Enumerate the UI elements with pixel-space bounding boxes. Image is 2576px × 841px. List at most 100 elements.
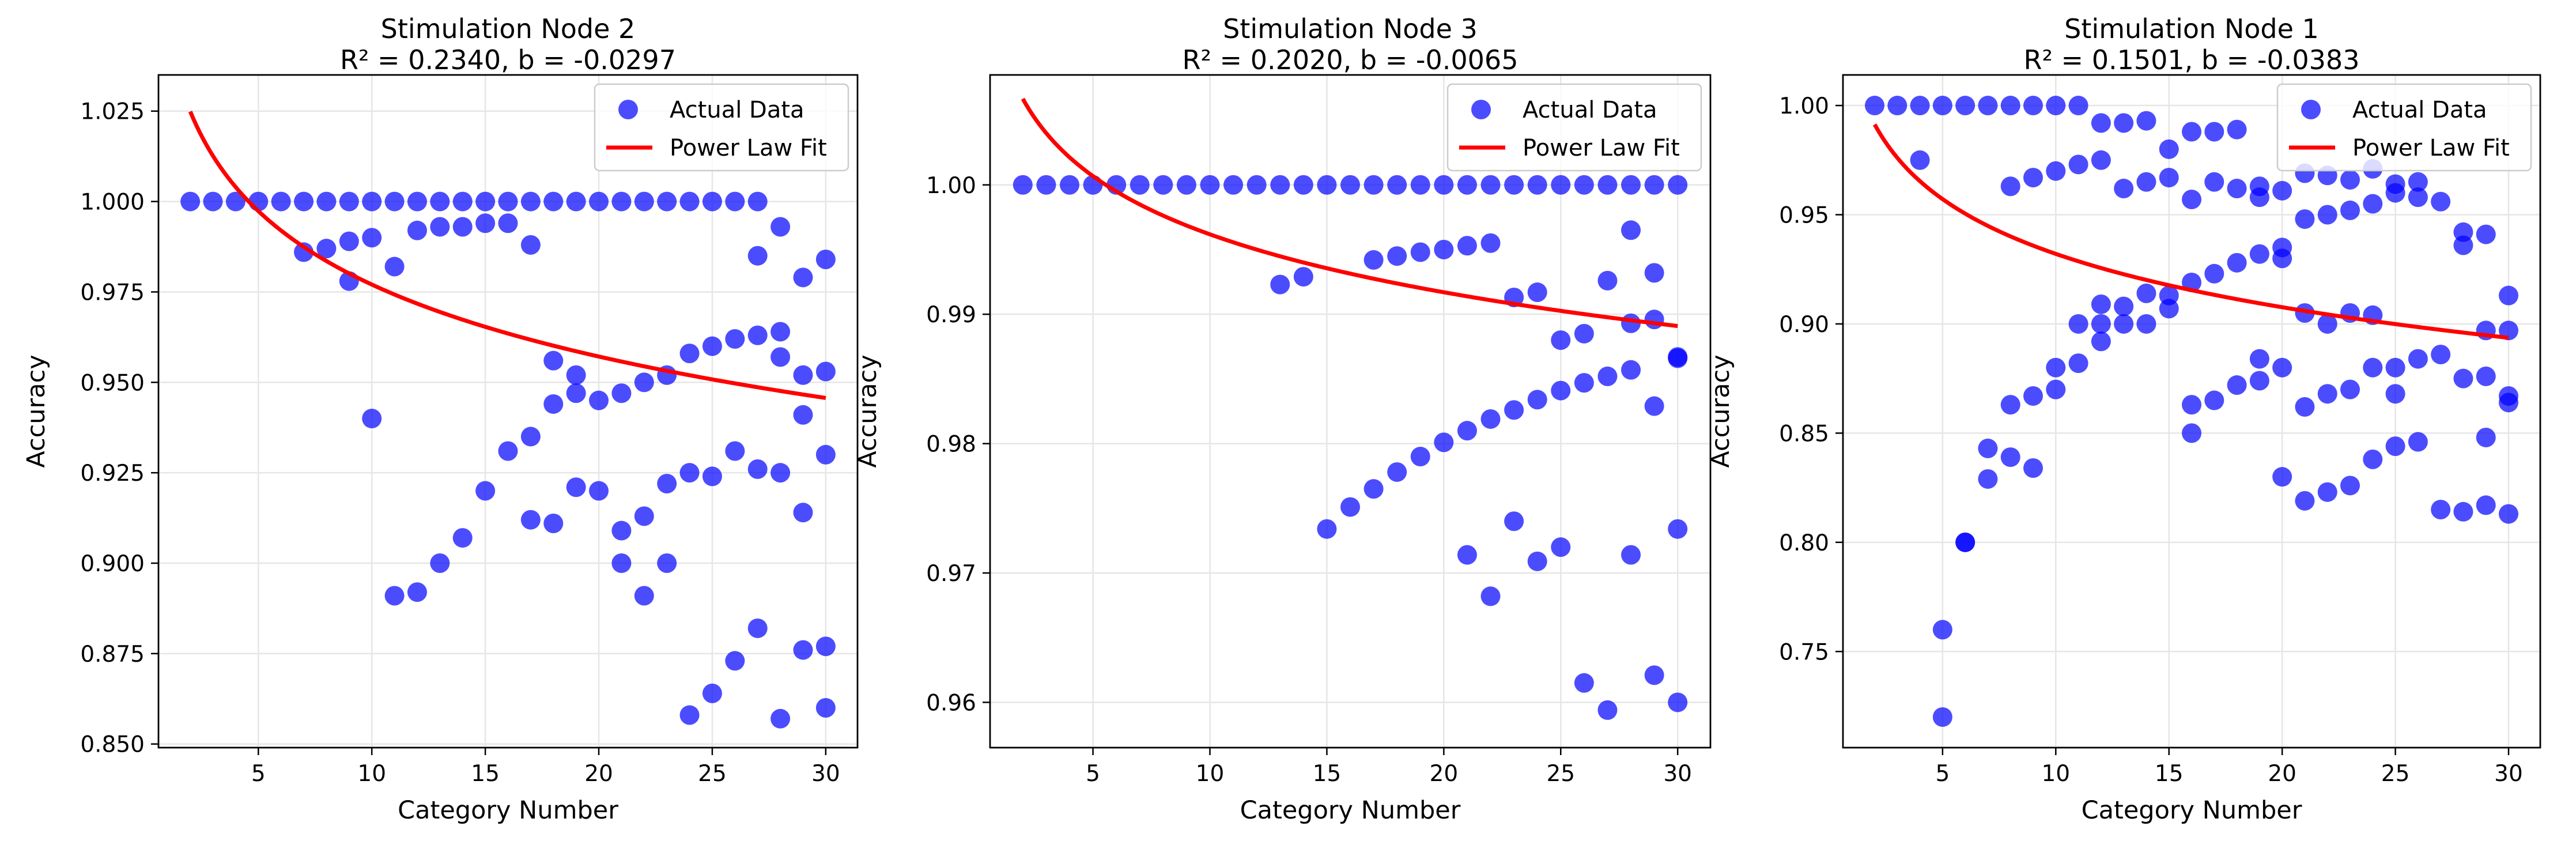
data-point [1036, 175, 1056, 195]
data-point [679, 344, 700, 364]
data-point [1597, 175, 1618, 195]
data-point [2068, 353, 2088, 374]
x-tick-label: 20 [1430, 761, 1459, 787]
data-point [1865, 96, 1884, 116]
legend-marker-actual [1471, 100, 1491, 119]
data-point [1978, 469, 1998, 489]
data-point [1621, 220, 1641, 240]
legend: Actual Data Power Law Fit [1446, 83, 1702, 172]
x-axis-label: Category Number [1240, 796, 1461, 825]
data-point [2182, 423, 2201, 443]
data-point [1527, 282, 1547, 303]
data-point [1932, 707, 1952, 727]
data-point [2000, 176, 2020, 197]
y-tick-label: 0.98 [926, 432, 976, 458]
data-point [1644, 263, 1664, 283]
data-point [2046, 379, 2066, 399]
data-point [725, 329, 745, 349]
data-point [679, 463, 700, 483]
data-point [2159, 299, 2179, 319]
data-point [2317, 205, 2337, 225]
subplot-subtitle: R² = 0.2340, b = -0.0297 [340, 44, 676, 76]
data-point [2136, 111, 2156, 131]
scatter-points [1865, 96, 2518, 727]
data-point [815, 444, 836, 465]
x-tick-label: 15 [471, 761, 500, 787]
data-point [611, 191, 632, 212]
data-point [725, 441, 745, 461]
data-point [1955, 532, 1976, 552]
data-point [2431, 344, 2451, 364]
data-point [2046, 96, 2066, 116]
data-point [2385, 183, 2405, 203]
data-point [566, 365, 586, 385]
x-tick-label: 10 [1196, 761, 1225, 787]
y-tick-label: 0.875 [80, 642, 145, 667]
data-point [2408, 349, 2428, 369]
y-tick-label: 0.80 [1779, 530, 1829, 556]
axes-frame [989, 74, 1712, 749]
legend-label-fit: Power Law Fit [670, 135, 827, 161]
data-point [1574, 175, 1594, 195]
data-point [2159, 168, 2179, 188]
data-point [452, 528, 473, 548]
data-point [770, 217, 791, 237]
y-tick-label: 1.00 [926, 173, 976, 199]
data-point [430, 217, 450, 237]
data-point [1621, 545, 1641, 565]
y-tick-label: 0.75 [1779, 639, 1829, 665]
data-point [1887, 96, 1908, 116]
data-point [2499, 285, 2518, 306]
data-point [520, 510, 541, 530]
data-point [2204, 122, 2224, 142]
data-point [2317, 384, 2337, 404]
data-point [1363, 175, 1384, 195]
data-point [180, 191, 201, 212]
data-point [2023, 458, 2043, 478]
data-point [271, 191, 291, 212]
y-tick-label: 0.97 [926, 561, 976, 587]
data-point [815, 636, 836, 657]
data-point [1597, 366, 1618, 386]
data-point [1574, 673, 1594, 693]
data-point [2091, 294, 2111, 314]
legend-box [2276, 83, 2532, 172]
data-point [1644, 310, 1664, 330]
data-point [725, 191, 745, 212]
data-point [2363, 449, 2383, 469]
x-axis-label: Category Number [398, 796, 618, 825]
data-point [2000, 96, 2020, 116]
y-tick-label: 0.99 [926, 302, 976, 328]
data-point [2249, 187, 2269, 208]
data-point [2340, 169, 2360, 190]
data-point [679, 191, 700, 212]
data-point [2182, 122, 2201, 142]
data-point [362, 228, 382, 248]
data-point [1597, 270, 1618, 291]
data-point [2317, 314, 2337, 334]
data-point [1574, 373, 1594, 393]
data-point [384, 191, 405, 212]
data-point [702, 683, 722, 703]
data-point [2499, 393, 2518, 413]
data-point [1527, 390, 1547, 410]
y-tick-label: 1.000 [80, 190, 145, 216]
data-point [2385, 357, 2405, 378]
data-point [1457, 545, 1477, 565]
data-point [1480, 409, 1501, 429]
data-point [2204, 172, 2224, 192]
y-axis-label: Accuracy [1706, 354, 1735, 467]
y-tick-label: 0.900 [80, 551, 145, 577]
data-point [657, 191, 677, 212]
data-point [2249, 349, 2269, 369]
data-point [702, 191, 722, 212]
power-law-fit-line [188, 111, 826, 400]
data-point [2408, 187, 2428, 208]
scatter-points [1013, 175, 1688, 720]
x-tick-label: 25 [1546, 761, 1575, 787]
data-point [1434, 175, 1454, 195]
data-point [2227, 179, 2247, 199]
data-point [1504, 175, 1524, 195]
data-point [2182, 189, 2201, 209]
